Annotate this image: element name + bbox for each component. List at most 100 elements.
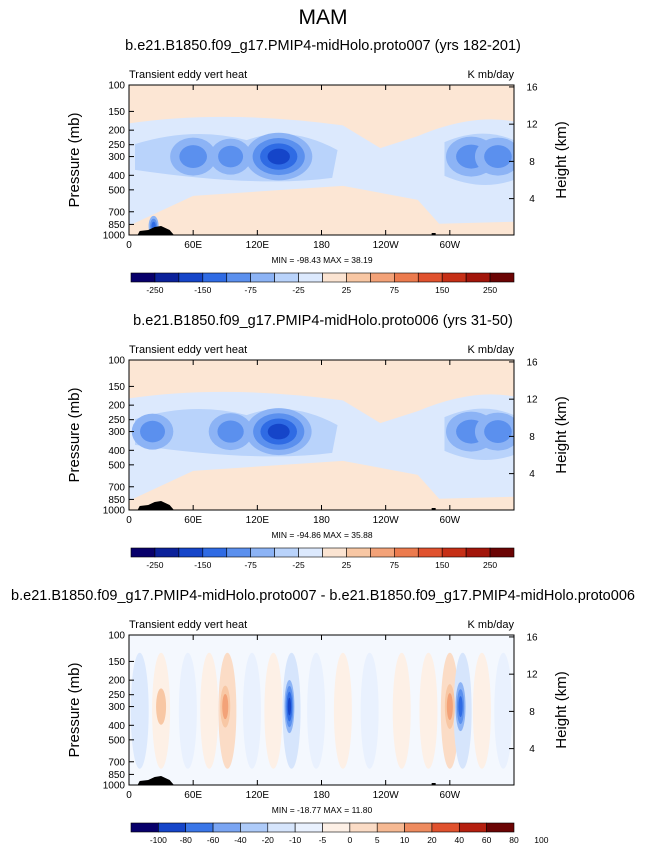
- colorbar-swatch: [431, 822, 460, 833]
- data-feature-core: [140, 420, 166, 443]
- y-tick-label: 700: [108, 482, 125, 493]
- colorbar-swatch: [486, 822, 515, 833]
- contour-stripe: [242, 652, 261, 769]
- height-tick-label: 12: [526, 395, 538, 406]
- topography-mask: [137, 501, 174, 510]
- min-max-label: MIN = -94.86 MAX = 35.88: [271, 530, 372, 540]
- y-tick-label: 400: [108, 446, 125, 457]
- colorbar-swatch: [274, 547, 299, 558]
- colorbar-swatch: [226, 272, 251, 283]
- colorbar-label: -40: [234, 835, 247, 845]
- x-tick-label: 180: [313, 790, 330, 801]
- contour-stripe: [392, 652, 411, 769]
- colorbar-swatch: [130, 547, 156, 558]
- data-feature-core: [222, 693, 229, 720]
- colorbar-swatch: [178, 547, 204, 558]
- colorbar-swatch: [349, 822, 378, 833]
- y-axis-title: Pressure (mb): [66, 662, 83, 757]
- y-tick-label: 100: [108, 81, 125, 92]
- colorbar-label: -75: [245, 285, 258, 295]
- colorbar-swatch: [404, 822, 433, 833]
- x-tick-label: 120W: [373, 790, 400, 801]
- colorbar-swatch: [158, 822, 187, 833]
- colorbar-swatch: [441, 547, 467, 558]
- contour-stripe: [472, 652, 491, 769]
- colorbar-label: -75: [245, 560, 258, 570]
- colorbar-label: -80: [180, 835, 193, 845]
- contour-stripe: [333, 652, 352, 769]
- y-axis-title-right: Height (km): [553, 121, 570, 199]
- colorbar-swatch: [465, 547, 491, 558]
- height-tick-label: 4: [529, 194, 535, 205]
- colorbar-label: 10: [400, 835, 410, 845]
- colorbar-swatch: [465, 272, 491, 283]
- colorbar-swatch: [441, 272, 467, 283]
- contour-stripe: [419, 652, 438, 769]
- y-tick-label: 150: [108, 382, 125, 393]
- colorbar-label: 75: [390, 560, 400, 570]
- x-tick-label: 60W: [440, 515, 461, 526]
- colorbar-label: 5: [375, 835, 380, 845]
- y-tick-label: 250: [108, 415, 125, 426]
- colorbar-label: -5: [319, 835, 327, 845]
- panel-title: b.e21.B1850.f09_g17.PMIP4-midHolo.proto0…: [11, 588, 635, 604]
- colorbar-label: 75: [390, 285, 400, 295]
- data-feature-core: [287, 697, 292, 716]
- colorbar-label: -10: [289, 835, 302, 845]
- topography-mask: [137, 226, 174, 235]
- colorbar-swatch: [346, 547, 371, 558]
- colorbar-label: 80: [509, 835, 519, 845]
- y-tick-label: 200: [108, 126, 125, 137]
- height-tick-label: 8: [529, 432, 535, 443]
- y-tick-label: 500: [108, 185, 125, 196]
- colorbar-swatch: [370, 272, 395, 283]
- colorbar-swatch: [267, 822, 296, 833]
- y-tick-label: 1000: [103, 506, 126, 517]
- y-tick-label: 250: [108, 690, 125, 701]
- data-feature-core: [446, 693, 453, 721]
- colorbar-swatch: [417, 272, 443, 283]
- colorbar-swatch: [458, 822, 487, 833]
- contour-stripe: [200, 652, 219, 769]
- height-tick-label: 12: [526, 670, 538, 681]
- colorbar-label: -250: [146, 285, 163, 295]
- colorbar-label: -60: [207, 835, 220, 845]
- colorbar-label: 40: [455, 835, 465, 845]
- colorbar-swatch: [274, 272, 299, 283]
- colorbar-label: 150: [435, 560, 449, 570]
- min-max-label: MIN = -18.77 MAX = 11.80: [272, 805, 373, 815]
- data-feature-core: [458, 696, 463, 718]
- y-tick-label: 850: [108, 220, 125, 231]
- panel-left-label: Transient eddy vert heat: [129, 619, 247, 631]
- panel-left-label: Transient eddy vert heat: [129, 344, 247, 356]
- chart-panel-2: b.e21.B1850.f09_g17.PMIP4-midHolo.proto0…: [66, 313, 570, 570]
- height-tick-label: 16: [526, 357, 538, 368]
- y-axis-title-right: Height (km): [553, 671, 570, 749]
- x-tick-label: 180: [313, 240, 330, 251]
- plot-area: [129, 635, 514, 785]
- colorbar-swatch: [212, 822, 241, 833]
- colorbar-label: 25: [342, 560, 352, 570]
- contour-stripe: [307, 652, 326, 769]
- data-feature-core: [484, 145, 512, 168]
- colorbar-swatch: [322, 272, 347, 283]
- colorbar-swatch: [250, 272, 275, 283]
- y-axis-title-right: Height (km): [553, 396, 570, 474]
- y-tick-label: 300: [108, 427, 125, 438]
- data-feature-core: [179, 145, 207, 168]
- data-feature-core: [156, 688, 167, 725]
- y-axis-title: Pressure (mb): [66, 387, 83, 482]
- colorbar-swatch: [185, 822, 214, 833]
- colorbar-swatch: [226, 547, 251, 558]
- panel-units: K mb/day: [468, 69, 515, 81]
- x-tick-label: 60E: [184, 240, 202, 251]
- topography-mask: [431, 783, 436, 785]
- x-tick-label: 60E: [184, 515, 202, 526]
- plot-area: [129, 85, 514, 235]
- colorbar-swatch: [202, 547, 228, 558]
- colorbar-swatch: [489, 547, 515, 558]
- colorbar-label: 250: [483, 560, 497, 570]
- colorbar-label: -25: [292, 560, 305, 570]
- colorbar-label: 25: [342, 285, 352, 295]
